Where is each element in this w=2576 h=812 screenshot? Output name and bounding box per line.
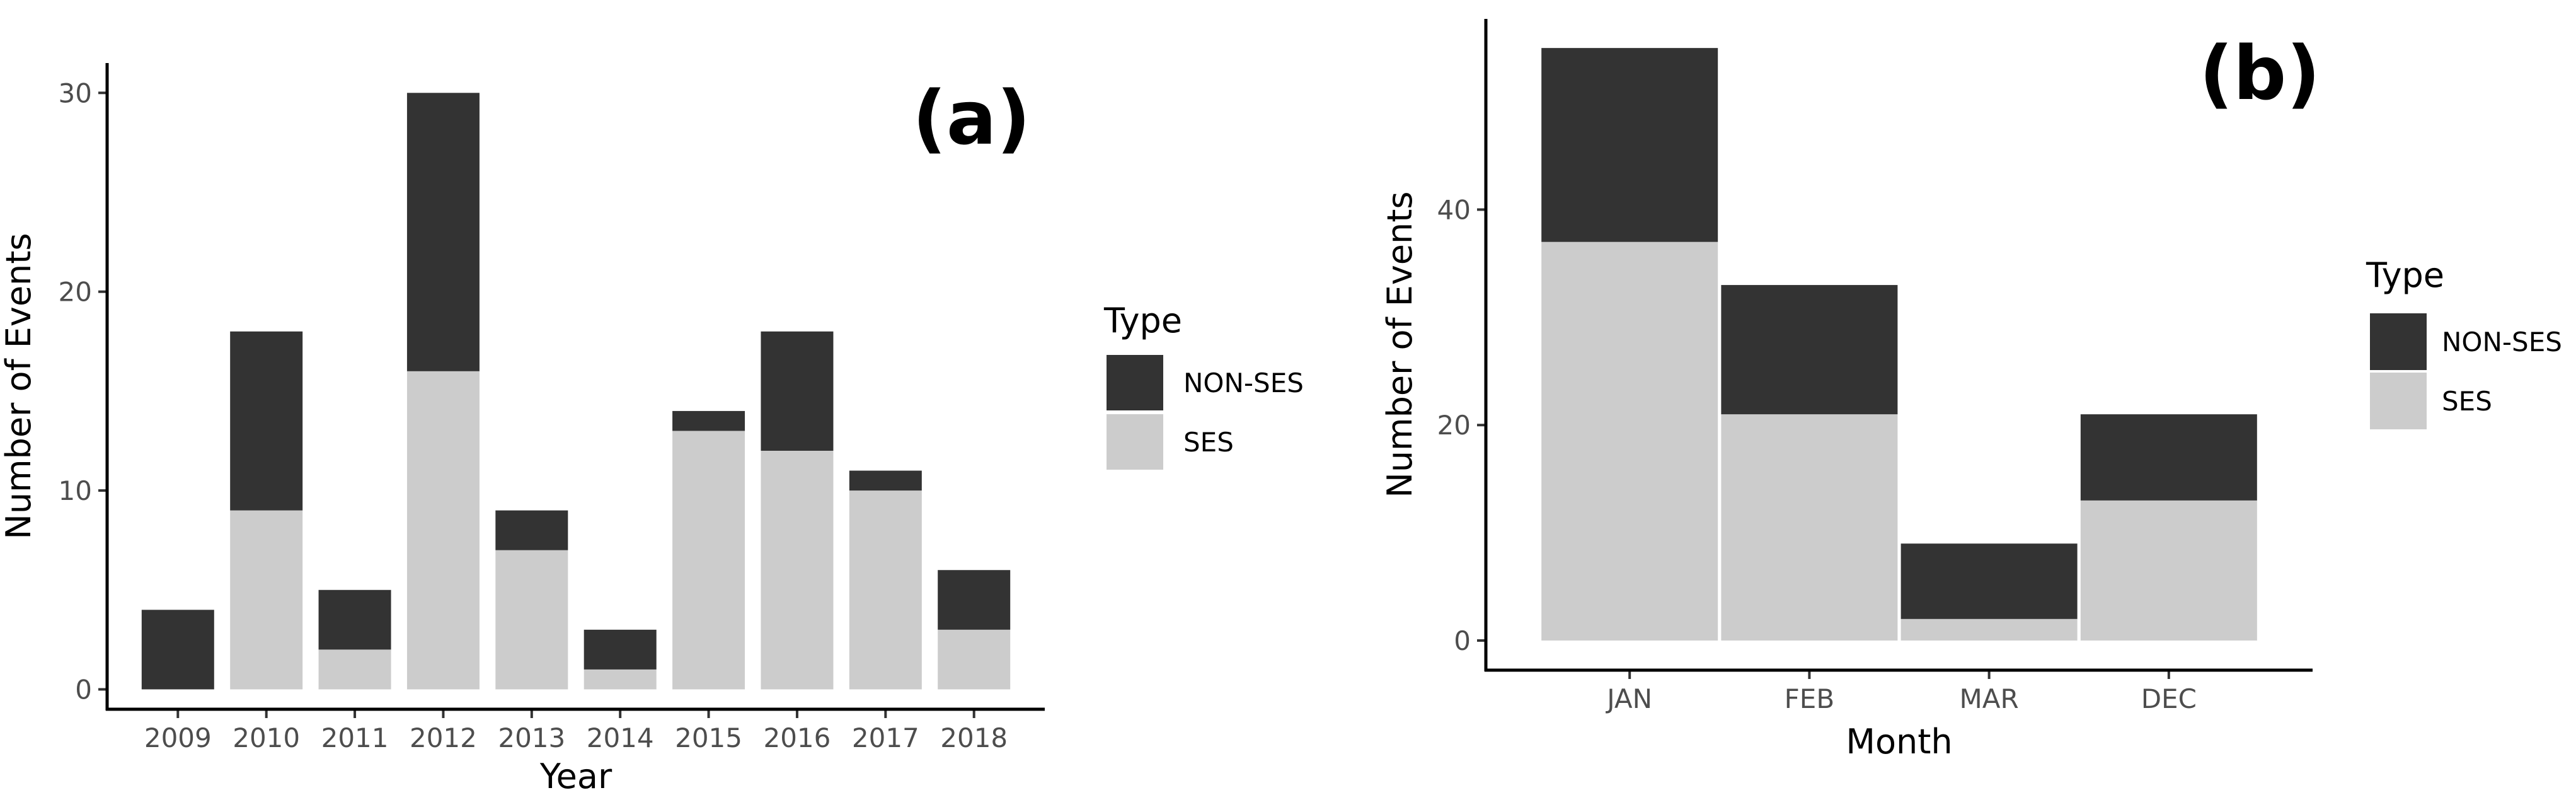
bar-non-ses-2013 <box>495 510 568 550</box>
legend-key-ses <box>2370 373 2427 429</box>
y-tick-label-10: 10 <box>59 475 92 506</box>
bar-ses-2012 <box>406 371 480 690</box>
bar-non-ses-2014 <box>584 629 657 670</box>
x-tick-label-2018: 2018 <box>940 722 1008 753</box>
chart-panel-b: JAN FEB MAR DEC 0 20 40 Month Number of Events (b… <box>1380 19 2562 762</box>
bar-ses-mar <box>1900 618 2078 641</box>
bar-ses-jan <box>1541 241 1718 641</box>
legend-key-non-ses <box>2370 313 2427 370</box>
x-tick-label-dec: DEC <box>2141 683 2197 714</box>
y-tick-label-20: 20 <box>59 277 92 308</box>
bar-non-ses-feb <box>1721 285 1898 415</box>
panel-label: (a) <box>912 74 1031 161</box>
bar-non-ses-2012 <box>406 93 480 371</box>
x-axis-title: Year <box>539 757 612 796</box>
x-tick-label-2016: 2016 <box>763 722 831 753</box>
legend-label-non-ses: NON-SES <box>1183 368 1304 398</box>
y-tick-label-20: 20 <box>1437 410 1471 441</box>
x-tick-label-feb: FEB <box>1785 683 1835 714</box>
x-tick-label-2015: 2015 <box>675 722 742 753</box>
bar-non-ses-2015 <box>672 410 745 431</box>
legend-key-non-ses <box>1107 355 1163 410</box>
bar-ses-2018 <box>938 629 1011 690</box>
panel-label: (b) <box>2199 30 2320 117</box>
x-tick-label-mar: MAR <box>1960 683 2019 714</box>
bar-non-ses-2010 <box>230 331 303 511</box>
bar-non-ses-jan <box>1541 48 1718 242</box>
bar-non-ses-2009 <box>141 610 214 690</box>
x-tick-label-2009: 2009 <box>144 722 212 753</box>
bar-ses-dec <box>2080 500 2257 641</box>
bar-ses-feb <box>1721 414 1898 641</box>
y-tick-label-30: 30 <box>59 78 92 108</box>
y-axis-title: Number of Events <box>1380 191 1420 497</box>
y-tick-label-0: 0 <box>75 674 92 705</box>
y-axis-title: Number of Events <box>0 233 38 539</box>
bar-non-ses-dec <box>2080 414 2257 501</box>
bar-non-ses-2016 <box>761 331 834 451</box>
chart-panel-a: 2009 2010 2011 2012 2013 2014 2015 2016 2017 2018… <box>0 63 1304 796</box>
bar-non-ses-2011 <box>318 589 391 650</box>
y-tick-label-0: 0 <box>1454 625 1471 656</box>
legend-label-non-ses: NON-SES <box>2442 327 2562 357</box>
bar-ses-2011 <box>318 649 391 690</box>
x-tick-label-jan: JAN <box>1605 683 1652 714</box>
bar-ses-2016 <box>761 451 834 690</box>
legend-title: Type <box>1103 301 1182 340</box>
legend-key-ses <box>1107 414 1163 470</box>
legend-title: Type <box>2366 255 2444 295</box>
x-axis-title: Month <box>1846 722 1952 762</box>
legend-label-ses: SES <box>1183 427 1234 458</box>
bar-ses-2017 <box>849 490 922 690</box>
x-tick-label-2010: 2010 <box>233 722 300 753</box>
x-tick-label-2014: 2014 <box>587 722 654 753</box>
x-tick-label-2011: 2011 <box>321 722 389 753</box>
legend-label-ses: SES <box>2442 386 2492 417</box>
bar-non-ses-2018 <box>938 570 1011 630</box>
legend: Type NON-SES SES <box>2366 255 2562 429</box>
y-tick-label-40: 40 <box>1437 194 1471 225</box>
x-tick-label-2013: 2013 <box>498 722 565 753</box>
bar-non-ses-mar <box>1900 543 2078 619</box>
x-tick-label-2012: 2012 <box>410 722 477 753</box>
bar-ses-2015 <box>672 431 745 690</box>
bar-ses-2013 <box>495 550 568 690</box>
bar-ses-2014 <box>584 669 657 690</box>
x-tick-label-2017: 2017 <box>852 722 919 753</box>
bar-ses-2010 <box>230 510 303 690</box>
bar-non-ses-2017 <box>849 470 922 491</box>
